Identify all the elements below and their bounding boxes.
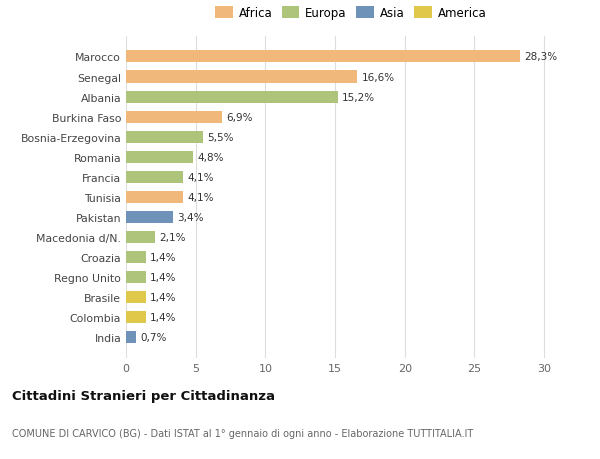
Bar: [126, 171, 183, 183]
Text: Cittadini Stranieri per Cittadinanza: Cittadini Stranieri per Cittadinanza: [12, 389, 275, 403]
Text: 1,4%: 1,4%: [149, 252, 176, 263]
Text: 2,1%: 2,1%: [160, 232, 186, 242]
Bar: [126, 291, 146, 303]
Bar: [126, 231, 155, 243]
Text: 1,4%: 1,4%: [149, 313, 176, 322]
Text: 5,5%: 5,5%: [207, 132, 233, 142]
Bar: [126, 212, 173, 224]
Bar: [126, 151, 193, 163]
Text: 4,1%: 4,1%: [187, 192, 214, 202]
Text: 1,4%: 1,4%: [149, 272, 176, 282]
Bar: [126, 112, 222, 123]
Bar: [126, 271, 146, 283]
Text: 28,3%: 28,3%: [524, 52, 557, 62]
Bar: [126, 91, 338, 103]
Legend: Africa, Europa, Asia, America: Africa, Europa, Asia, America: [210, 2, 491, 24]
Text: COMUNE DI CARVICO (BG) - Dati ISTAT al 1° gennaio di ogni anno - Elaborazione TU: COMUNE DI CARVICO (BG) - Dati ISTAT al 1…: [12, 428, 473, 438]
Text: 0,7%: 0,7%: [140, 332, 166, 342]
Text: 1,4%: 1,4%: [149, 292, 176, 302]
Bar: [126, 252, 146, 263]
Bar: [126, 71, 358, 84]
Text: 4,8%: 4,8%: [197, 152, 224, 162]
Bar: [126, 51, 520, 63]
Text: 15,2%: 15,2%: [342, 92, 375, 102]
Text: 16,6%: 16,6%: [362, 73, 395, 82]
Text: 6,9%: 6,9%: [226, 112, 253, 123]
Text: 3,4%: 3,4%: [178, 213, 204, 222]
Bar: [126, 191, 183, 203]
Bar: [126, 311, 146, 324]
Text: 4,1%: 4,1%: [187, 173, 214, 182]
Bar: [126, 331, 136, 343]
Bar: [126, 131, 203, 143]
